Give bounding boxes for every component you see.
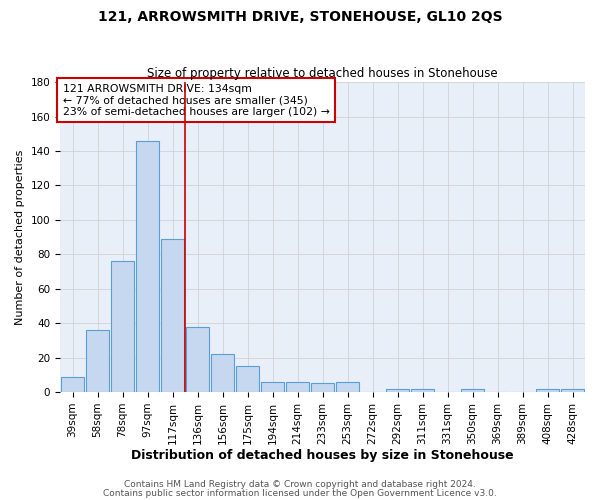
Bar bbox=[136, 140, 160, 392]
Bar bbox=[211, 354, 235, 392]
Bar bbox=[410, 388, 434, 392]
Title: Size of property relative to detached houses in Stonehouse: Size of property relative to detached ho… bbox=[147, 66, 498, 80]
Bar bbox=[286, 382, 310, 392]
Y-axis label: Number of detached properties: Number of detached properties bbox=[15, 150, 25, 325]
Text: Contains public sector information licensed under the Open Government Licence v3: Contains public sector information licen… bbox=[103, 489, 497, 498]
Bar bbox=[386, 388, 409, 392]
Bar bbox=[161, 239, 184, 392]
Bar bbox=[110, 261, 134, 392]
Text: Contains HM Land Registry data © Crown copyright and database right 2024.: Contains HM Land Registry data © Crown c… bbox=[124, 480, 476, 489]
Text: 121, ARROWSMITH DRIVE, STONEHOUSE, GL10 2QS: 121, ARROWSMITH DRIVE, STONEHOUSE, GL10 … bbox=[98, 10, 502, 24]
Bar bbox=[335, 382, 359, 392]
Text: 121 ARROWSMITH DRIVE: 134sqm
← 77% of detached houses are smaller (345)
23% of s: 121 ARROWSMITH DRIVE: 134sqm ← 77% of de… bbox=[62, 84, 329, 117]
Bar bbox=[560, 388, 584, 392]
Bar bbox=[86, 330, 109, 392]
Bar bbox=[61, 376, 85, 392]
X-axis label: Distribution of detached houses by size in Stonehouse: Distribution of detached houses by size … bbox=[131, 450, 514, 462]
Bar bbox=[260, 382, 284, 392]
Bar bbox=[236, 366, 259, 392]
Bar bbox=[461, 388, 484, 392]
Bar bbox=[536, 388, 559, 392]
Bar bbox=[311, 384, 334, 392]
Bar bbox=[185, 326, 209, 392]
